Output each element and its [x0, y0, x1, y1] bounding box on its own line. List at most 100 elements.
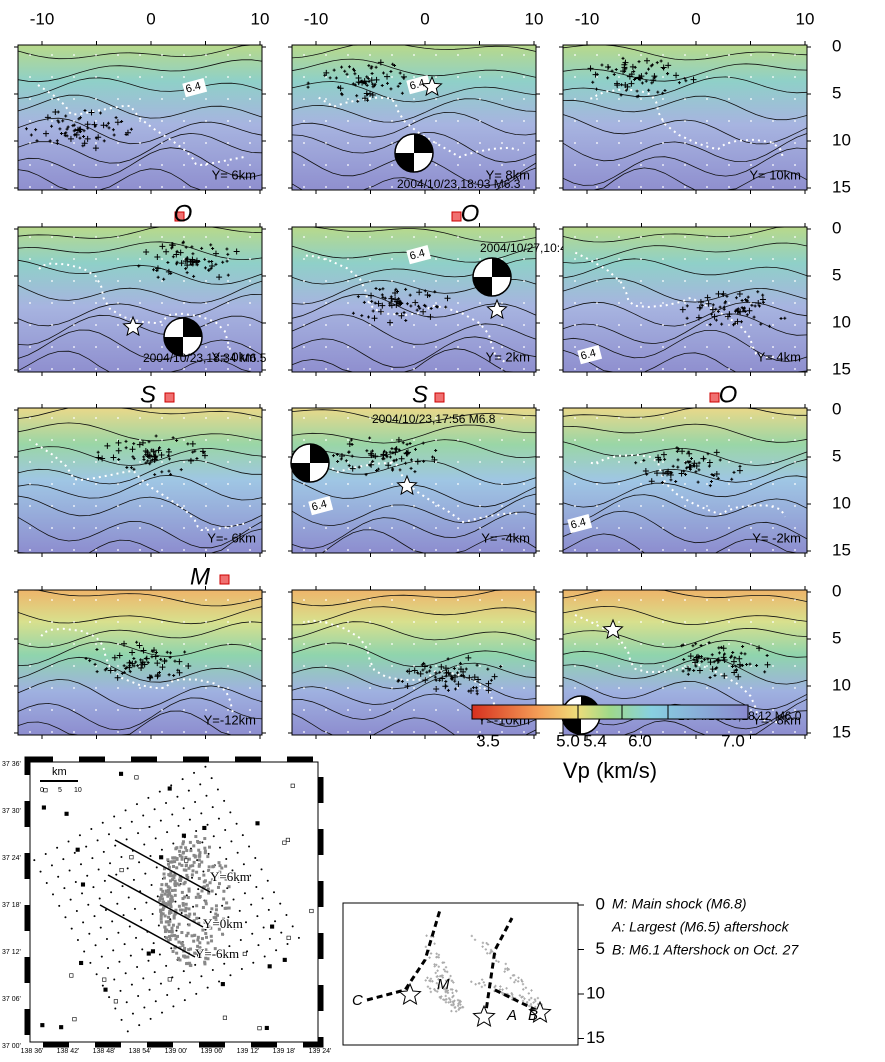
hypocenter: [395, 436, 402, 443]
hypocenter: [421, 668, 425, 672]
hypocenter: [81, 140, 88, 147]
grid-node: [161, 643, 163, 645]
grid-node: [728, 236, 730, 238]
hypocenter: [642, 458, 646, 462]
map-epicenter: [206, 887, 210, 891]
grid-node: [391, 505, 393, 507]
grid-node: [596, 98, 598, 100]
map-node: [148, 988, 151, 991]
hypocenter: [200, 246, 204, 250]
section-marker: [434, 392, 445, 403]
grid-node: [51, 280, 53, 282]
hypocenter: [334, 76, 338, 80]
grid-node: [29, 505, 31, 507]
colorbar-label: 3.5: [476, 731, 500, 750]
grid-node: [73, 709, 75, 711]
depth-tick-label: 15: [832, 177, 851, 196]
grid-node: [596, 621, 598, 623]
map-station: [267, 964, 272, 969]
hypocenter: [136, 664, 140, 668]
grid-node: [457, 368, 459, 370]
grid-node: [794, 665, 796, 667]
section-letter: O: [174, 200, 193, 227]
hypocenter: [700, 660, 704, 664]
contour: [562, 657, 808, 685]
grid-node: [95, 164, 97, 166]
hypocenter: [370, 449, 374, 453]
grid-node: [794, 549, 796, 551]
map-node: [63, 887, 66, 890]
hypocenter: [350, 454, 354, 458]
hypocenter: [744, 298, 748, 302]
map-node: [166, 831, 169, 834]
grid-node: [29, 439, 31, 441]
hypocenter: [470, 980, 473, 983]
map-epicenter: [203, 960, 207, 964]
map-epicenter: [194, 835, 198, 839]
hypocenter: [474, 983, 477, 986]
grid-node: [750, 483, 752, 485]
hypocenter: [99, 111, 103, 115]
contour-label-box: [577, 345, 603, 365]
map-node: [254, 856, 257, 859]
hypocenter: [691, 644, 695, 648]
grid-node: [325, 164, 327, 166]
grid-node: [183, 687, 185, 689]
hypocenter: [144, 453, 148, 457]
map-node: [104, 908, 107, 911]
map-epicenter: [176, 956, 180, 960]
hypocenter: [422, 677, 429, 684]
grid-node: [369, 346, 371, 348]
grid-node: [618, 324, 620, 326]
grid-node: [95, 346, 97, 348]
hypocenter: [191, 450, 195, 454]
hypocenter: [380, 83, 384, 87]
hypocenter: [528, 998, 531, 1002]
hypocenter: [444, 966, 448, 969]
map-epicenter: [163, 925, 167, 929]
legend-entry: B: M6.1 Aftershock on Oct. 27: [612, 942, 799, 958]
map-epicenter: [159, 917, 163, 921]
hypocenter: [753, 304, 757, 308]
grid-node: [73, 186, 75, 188]
hypocenter: [429, 306, 433, 310]
grid-node: [391, 76, 393, 78]
grid-node: [161, 549, 163, 551]
hypocenter: [104, 442, 111, 449]
hypocenter: [450, 677, 454, 681]
grid-node: [303, 236, 305, 238]
hypocenter: [447, 997, 451, 1000]
map-station: [282, 957, 287, 962]
grid-node: [618, 236, 620, 238]
grid-node: [95, 324, 97, 326]
grid-node: [95, 621, 97, 623]
hypocenter: [409, 458, 413, 462]
grid-node: [347, 98, 349, 100]
hypocenter: [451, 1004, 455, 1007]
hypocenter: [709, 480, 713, 484]
hypocenter: [717, 651, 721, 655]
map-epicenter: [166, 862, 170, 866]
grid-node: [183, 709, 185, 711]
contour: [17, 446, 263, 466]
hypocenter: [362, 300, 366, 304]
hypocenter: [720, 322, 724, 326]
hypocenter: [725, 294, 729, 298]
hypocenter: [428, 294, 432, 298]
grid-node: [249, 280, 251, 282]
hypocenter: [685, 665, 692, 672]
section-label: Y= 2km: [486, 349, 530, 364]
hypocenter: [392, 290, 399, 297]
map-node: [260, 868, 263, 871]
grid-node: [347, 621, 349, 623]
grid-node: [750, 302, 752, 304]
grid-node: [161, 54, 163, 56]
map-epicenter: [198, 895, 202, 899]
grid-node: [413, 280, 415, 282]
grid-node: [457, 258, 459, 260]
hypocenter: [610, 69, 614, 73]
hypocenter: [211, 247, 215, 251]
hypocenter: [713, 471, 720, 478]
map-node: [111, 920, 114, 923]
hypocenter: [697, 299, 704, 306]
